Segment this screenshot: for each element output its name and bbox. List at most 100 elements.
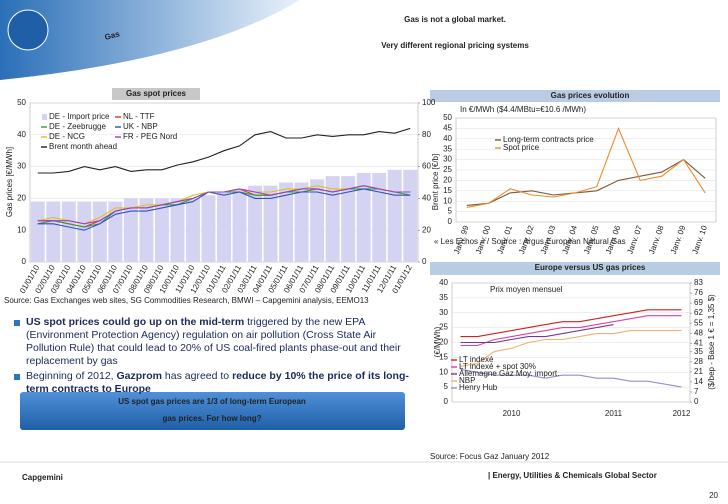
chart-subtitle: Prix moyen mensuel [490, 285, 563, 294]
page-number: 20 [709, 491, 718, 500]
y2-tick-label: 20 [422, 225, 431, 234]
bar [263, 185, 278, 262]
bullet-text: has agreed to [162, 370, 233, 382]
bar [372, 172, 387, 262]
y-tick-label: 0 [22, 257, 27, 266]
y-axis-label: Gas prices [€/MWh] [5, 147, 14, 217]
y2-tick-label: 83 [694, 278, 703, 287]
series-line [460, 309, 682, 338]
legend-label: LT indexé + spot 30% [459, 362, 536, 371]
chart-title: Gas prices evolution [551, 91, 630, 100]
legend-label: FR - PEG Nord [123, 132, 177, 141]
bar [170, 198, 185, 262]
callout-text: US spot gas prices are 1/3 of long-term … [118, 397, 306, 406]
y2-tick-label: 14 [694, 377, 703, 386]
chart-title: Europe versus US gas prices [535, 263, 646, 272]
bullet: US spot prices could go up on the mid-te… [12, 316, 412, 368]
legend-label: DE - NCG [49, 132, 85, 141]
source: Source: Gas Exchanges web sites, SG Comm… [4, 296, 369, 305]
bar [77, 201, 92, 262]
y-tick-label: 0 [448, 217, 453, 226]
header-wave [0, 0, 300, 80]
bar [403, 169, 418, 262]
y-tick-label: 35 [439, 293, 448, 302]
series-line [460, 324, 614, 344]
legend-swatch [42, 114, 47, 120]
bar [387, 169, 402, 262]
legend-label: LT indexé [459, 355, 494, 364]
bar [201, 195, 216, 262]
bar [92, 201, 107, 262]
legend-label: NL - TTF [123, 112, 155, 121]
series-line [466, 126, 706, 208]
x-tick-label: Janv. 07 [625, 224, 644, 255]
y-axis-label: (€/MWh) [433, 326, 442, 357]
y-tick-label: 30 [439, 308, 448, 317]
legend-label: Spot price [503, 143, 540, 152]
bullet-text: reduce by 10% the price of its long-term… [26, 370, 409, 395]
chart-subtitle: In €/MWh ($4.4/MBtu=€10.6 /MWh) [460, 105, 586, 114]
bullet-text: Gazprom [116, 370, 163, 382]
y2-tick-label: 40 [422, 194, 431, 203]
x-tick-label: Janv. 09 [669, 224, 688, 255]
section-tag: Gas [104, 29, 121, 42]
y2-tick-label: 76 [694, 288, 703, 297]
y2-tick-label: 48 [694, 328, 703, 337]
y-tick-label: 10 [443, 196, 452, 205]
y2-tick-label: 0 [694, 397, 699, 406]
y-tick-label: 20 [443, 176, 452, 185]
y-tick-label: 15 [439, 352, 448, 361]
y2-tick-label: 41 [694, 338, 703, 347]
y2-axis-label: ($/bep - Base 1 € = 1,35 $) [707, 294, 716, 390]
y2-tick-label: 60 [422, 162, 431, 171]
y2-tick-label: 55 [694, 318, 703, 327]
y-tick-label: 25 [439, 323, 448, 332]
bar [46, 201, 61, 262]
y2-tick-label: 69 [694, 298, 703, 307]
y-tick-label: 0 [444, 397, 449, 406]
callout-text: gas prices. For how long? [162, 414, 261, 423]
bar [341, 176, 356, 262]
y-tick-label: 10 [17, 225, 26, 234]
y-tick-label: 25 [443, 165, 452, 174]
bullets: US spot prices could go up on the mid-te… [12, 316, 412, 398]
y-tick-label: 40 [17, 130, 26, 139]
legend-label: Brent month ahead [49, 142, 117, 151]
logo: Capgemini [22, 473, 63, 482]
y-tick-label: 5 [448, 207, 453, 216]
legend-label: Henry Hub [459, 383, 498, 392]
bullet-text: US spot prices could go up on the mid-te… [26, 316, 245, 328]
y-tick-label: 40 [443, 134, 452, 143]
x-tick-label: 2012 [673, 409, 691, 418]
chart-title: Gas spot prices [126, 89, 187, 98]
y-tick-label: 20 [439, 338, 448, 347]
bar [30, 201, 45, 262]
y-tick-label: 40 [439, 278, 448, 287]
bar [310, 179, 325, 262]
chart-title-box [430, 90, 720, 102]
x-tick-label: Janv. 08 [647, 224, 666, 255]
y2-tick-label: 28 [694, 357, 703, 366]
y-tick-label: 50 [443, 113, 452, 122]
source: Source: Focus Gaz January 2012 [430, 452, 550, 461]
bar [356, 172, 371, 262]
bar [217, 192, 231, 262]
legend-label: DE - Import price [49, 112, 110, 121]
y-tick-label: 20 [17, 194, 26, 203]
y-tick-label: 45 [443, 124, 452, 133]
bar [325, 176, 340, 262]
callout-box [20, 392, 405, 430]
series-line [460, 368, 682, 388]
bar [154, 198, 169, 262]
bar [61, 201, 76, 262]
bullet: Beginning of 2012, Gazprom has agreed to… [12, 370, 412, 396]
bullet-text: triggered by the new EPA (Environment Pr… [26, 316, 401, 367]
globe [7, 9, 49, 51]
y-tick-label: 35 [443, 144, 452, 153]
bar [279, 182, 294, 262]
series-line [460, 315, 682, 347]
series-line [37, 188, 411, 231]
legend-label: Long-term contracts price [503, 135, 594, 144]
